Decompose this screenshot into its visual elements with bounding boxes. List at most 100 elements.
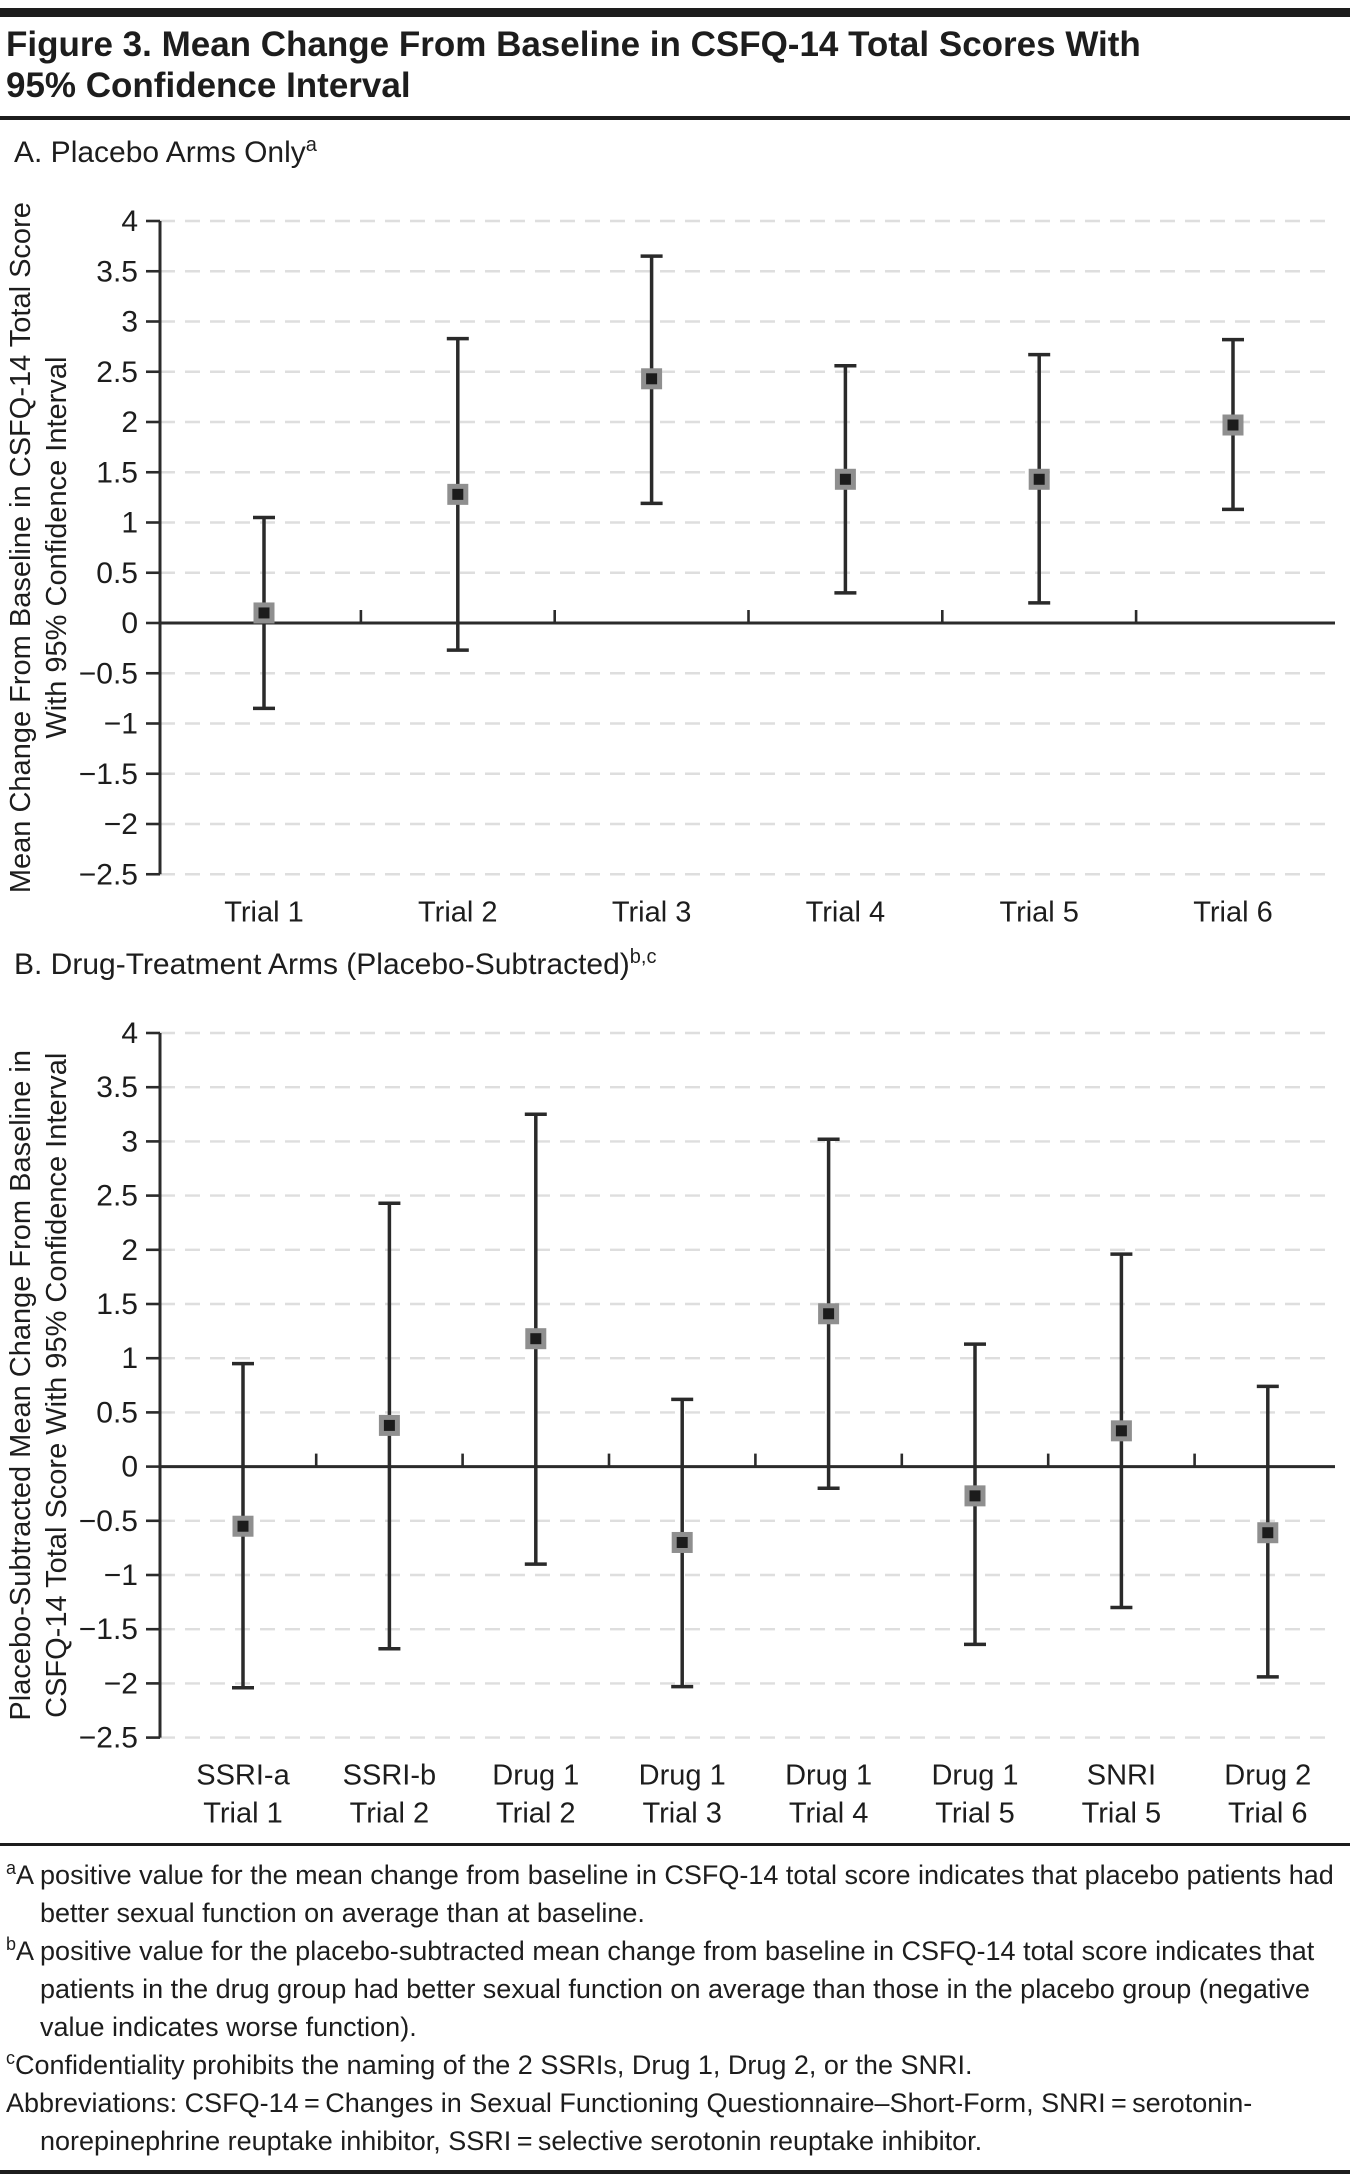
title-divider [0,116,1350,121]
error-bar-Trial-4 [834,364,857,595]
x-tick-label: Trial 5 [999,896,1079,928]
error-bar-Drug-1-Trial-4 [817,1137,840,1491]
point-marker [232,1515,254,1537]
error-bar-SSRI-b-Trial-2 [378,1201,401,1651]
y-tick-label: −1 [104,1559,138,1592]
x-tick-label: Drug 1 [639,1760,726,1792]
panel-a-heading-superscript: a [305,134,317,157]
x-tick-label: SSRI-a [196,1760,290,1792]
y-tick-label: 0 [121,1451,138,1484]
error-bar-Trial-2 [446,337,469,653]
y-tick-label: 0.5 [96,557,138,590]
y-tick-label: 1 [121,507,138,540]
error-bar-Drug-1-Trial-3 [671,1397,694,1689]
y-tick-label: 2.5 [96,356,138,389]
panel-a-heading: A. Placebo Arms Onlya [0,120,1350,174]
footnote-b: bA positive value for the placebo-subtra… [6,1934,1315,2043]
y-tick-label: 2 [121,1234,138,1267]
y-tick-label: −1 [104,708,138,741]
bottom-rule [0,2170,1350,2174]
x-tick-label: Trial 2 [418,896,498,928]
y-tick-label: −2.5 [79,858,138,891]
error-bar-Trial-6 [1222,338,1244,512]
point-marker [671,1532,693,1554]
panel-b-heading-text: B. Drug-Treatment Arms (Placebo-Subtract… [14,948,630,982]
error-bar-SSRI-a-Trial-1 [232,1362,254,1690]
y-axis-title: Placebo-Subtracted Mean Change From Base… [5,1050,37,1721]
panel-b-chart: 4 3.5 3 2.5 2 1.5 1 0.5 0 −0.5 −1 −1.5 −2 −2.5 SSRI-a T… [5,1017,1335,1830]
point-marker [447,484,469,506]
y-tick-label: 1.5 [96,456,138,489]
error-bar-Drug-2-Trial-6 [1256,1384,1279,1679]
y-tick-label: 3.5 [96,255,138,288]
panel-a-chart: 4 3.5 3 2.5 2 1.5 1 0.5 0 −0.5 −1 −1.5 −2 −2.5 Trial 1… [5,202,1335,928]
x-tick-label: Trial 5 [1082,1798,1162,1830]
x-tick-label: Trial 4 [789,1798,869,1830]
point-marker [818,1303,840,1325]
y-axis-title: With 95% Confidence Interval [41,357,73,739]
x-tick-label: Trial 2 [350,1798,430,1830]
y-tick-label: 0.5 [96,1397,138,1430]
x-tick-label: SSRI-b [343,1760,436,1792]
panel-b-heading-superscript: b,c [629,946,657,969]
point-marker [378,1415,400,1437]
error-bar-Trial-3 [640,254,663,506]
point-marker [525,1328,547,1350]
y-tick-label: 4 [121,205,138,238]
x-tick-label: Trial 4 [806,896,886,928]
y-tick-label: 1 [121,1342,138,1375]
footnote-c: cConfidentiality prohibits the naming of… [6,2048,973,2081]
y-tick-label: 2.5 [96,1180,138,1213]
figure-title-line2: 95% Confidence Interval [6,65,411,105]
top-rule [0,8,1350,17]
y-axis-title: Mean Change From Baseline in CSFQ-14 Tot… [5,202,37,893]
footnote-superscript: c [6,2048,15,2069]
y-tick-label: 1.5 [96,1288,138,1321]
y-tick-label: −1.5 [79,758,138,791]
footnote-divider [0,1843,1350,1847]
y-tick-label: 3 [121,306,138,339]
x-tick-label: Drug 1 [785,1760,872,1792]
point-marker [253,602,275,624]
error-bar-Drug-1-Trial-2 [524,1112,547,1567]
x-tick-label: Trial 1 [203,1798,283,1830]
y-tick-label: −0.5 [79,1505,138,1538]
x-tick-label: Trial 2 [496,1798,576,1830]
figure-title: Figure 3. Mean Change From Baseline in C… [0,23,1350,112]
y-tick-label: −2 [104,808,138,841]
point-marker [1222,414,1244,436]
y-tick-label: −1.5 [79,1613,138,1646]
x-tick-label: Drug 1 [931,1760,1018,1792]
y-tick-label: −2.5 [79,1722,138,1755]
x-tick-label: Trial 6 [1228,1798,1308,1830]
panel-a-heading-text: A. Placebo Arms Only [14,136,306,170]
y-tick-label: 4 [121,1017,138,1050]
error-bar-Trial-1 [253,515,275,711]
x-tick-label: Trial 3 [612,896,692,928]
x-tick-label: Trial 6 [1193,896,1273,928]
y-tick-label: −0.5 [79,657,138,690]
point-marker [834,468,856,490]
x-tick-label: Drug 1 [492,1760,579,1792]
y-axis-title: CSFQ-14 Total Score With 95% Confidence … [41,1053,73,1718]
panel-b-heading: B. Drug-Treatment Arms (Placebo-Subtract… [0,932,1350,986]
x-tick-label: Trial 5 [935,1798,1015,1830]
y-tick-label: −2 [104,1668,138,1701]
point-marker [964,1485,986,1507]
x-tick-label: Trial 3 [642,1798,722,1830]
footnote-abbreviations: Abbreviations: CSFQ-14 = Changes in Sexu… [6,2088,1253,2157]
point-marker [1028,468,1050,490]
footnote-superscript: a [6,1858,17,1879]
footnote-superscript: b [6,1934,17,1955]
x-tick-label: Trial 1 [224,896,304,928]
y-tick-label: 2 [121,406,138,439]
figure-page: Figure 3. Mean Change From Baseline in C… [0,8,1350,2174]
footnotes: aA positive value for the mean change fr… [0,1854,1350,2160]
y-tick-label: 0 [121,607,138,640]
error-bar-Drug-1-Trial-5 [964,1342,986,1647]
error-bar-SNRI-Trial-5 [1110,1252,1133,1610]
y-tick-label: 3.5 [96,1071,138,1104]
point-marker [641,368,663,390]
point-marker [1110,1420,1132,1442]
figure-title-line1: Figure 3. Mean Change From Baseline in C… [6,25,1141,64]
